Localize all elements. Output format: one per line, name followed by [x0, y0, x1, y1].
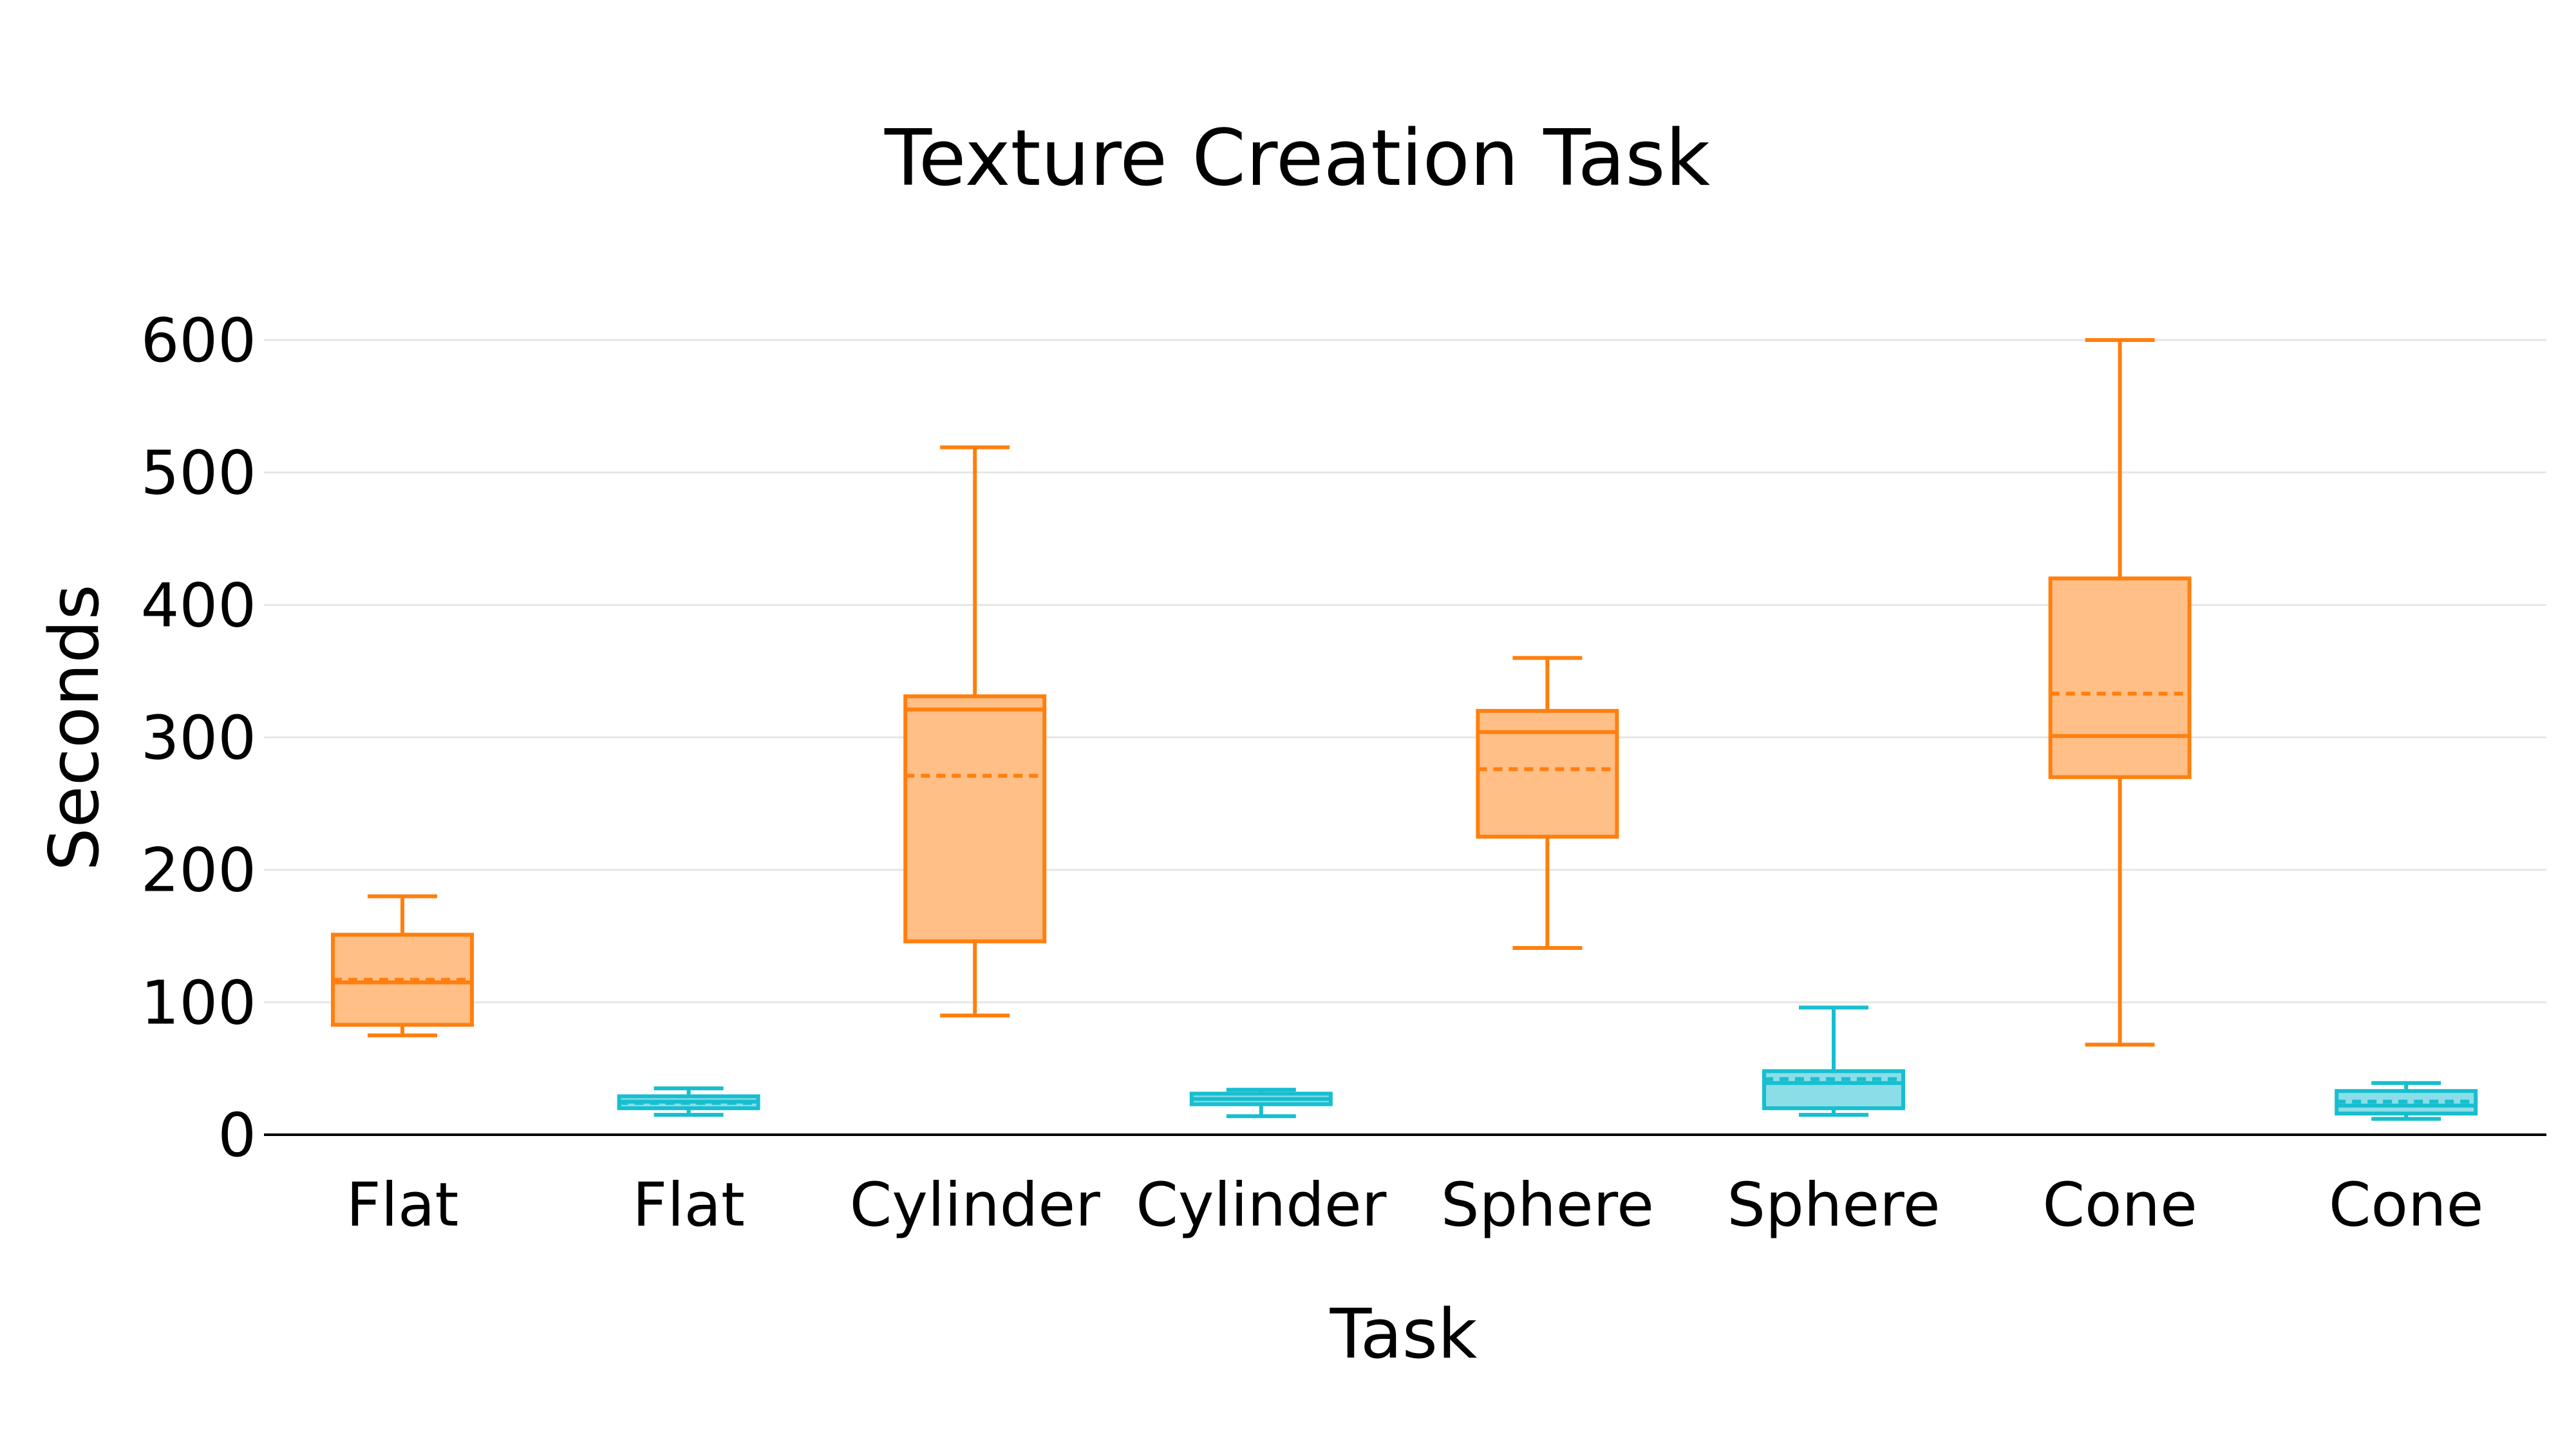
- y-tick-label: 500: [141, 439, 256, 509]
- y-tick-label: 200: [141, 836, 256, 906]
- box-sphere-orange: [1476, 656, 1619, 951]
- box-cone-cyan: [2335, 1081, 2478, 1121]
- box-cone-orange: [2048, 337, 2192, 1047]
- grid-layer: [264, 339, 2546, 1136]
- box-sphere-cyan: [1762, 1005, 1905, 1117]
- y-tick-label: 0: [218, 1101, 256, 1171]
- x-tick-label: Flat: [346, 1170, 459, 1240]
- x-tick-label: Cone: [2042, 1170, 2197, 1240]
- x-tick-label: Sphere: [1727, 1170, 1940, 1240]
- box-iqr: [1762, 1069, 1905, 1110]
- y-tick-label: 100: [141, 968, 256, 1038]
- y-axis-title: Seconds: [35, 584, 114, 871]
- chart-title: Texture Creation Task: [884, 114, 1711, 204]
- y-axis-ticks: 0 100 200 300 400 500 600: [141, 306, 256, 1171]
- x-tick-label: Flat: [632, 1170, 745, 1240]
- x-tick-label: Cylinder: [850, 1170, 1101, 1240]
- y-tick-label: 400: [141, 571, 256, 641]
- y-tick-label: 300: [141, 703, 256, 773]
- box-flat-orange: [331, 894, 474, 1037]
- box-iqr: [903, 694, 1047, 943]
- x-tick-label: Cone: [2329, 1170, 2484, 1240]
- box-layer: [331, 337, 2478, 1121]
- box-iqr: [1476, 708, 1619, 839]
- x-axis-title: Task: [1330, 1294, 1478, 1374]
- box-flat-cyan: [617, 1086, 760, 1117]
- x-tick-label: Cylinder: [1136, 1170, 1387, 1240]
- box-cylinder-orange: [903, 445, 1047, 1018]
- y-tick-label: 600: [141, 306, 256, 376]
- x-tick-label: Sphere: [1441, 1170, 1654, 1240]
- box-iqr: [2048, 576, 2192, 779]
- x-axis-ticks: Flat Flat Cylinder Cylinder Sphere Sphere Cone…: [346, 1170, 2484, 1240]
- box-cylinder-cyan: [1189, 1088, 1333, 1119]
